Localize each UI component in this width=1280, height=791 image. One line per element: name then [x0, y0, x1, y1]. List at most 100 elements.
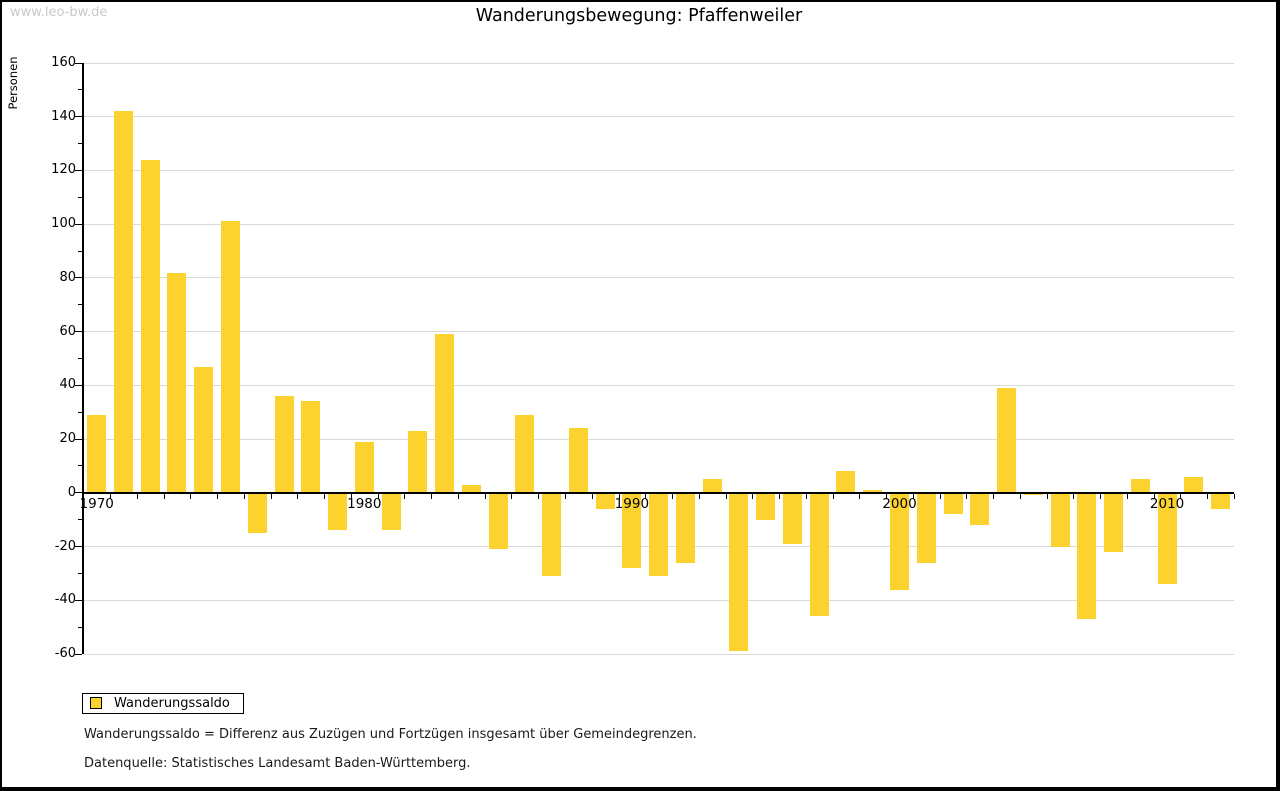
legend-swatch-icon: [90, 697, 102, 709]
y-axis-tick-label: 20: [59, 431, 76, 447]
x-axis-tick: [1234, 493, 1235, 499]
x-axis-tick: [190, 493, 192, 499]
bar-2004: [997, 388, 1017, 493]
x-axis-tick: [886, 493, 888, 499]
y-axis-tick-label: 100: [51, 216, 76, 232]
x-axis-tick: [136, 493, 138, 499]
plot-area: 160 140 120 100 80 60 40 20 0 -20 -40 -60 1970 1980 19…: [51, 55, 1235, 661]
x-axis-tick: [1207, 493, 1209, 499]
y-axis-tick-label: 80: [59, 269, 76, 285]
x-axis-tick: [110, 493, 112, 499]
y-axis-tick: [75, 62, 82, 64]
y-axis-tick: [78, 465, 82, 467]
bar-1980: [354, 441, 374, 493]
x-axis-tick: [805, 493, 807, 499]
bar-1981: [381, 492, 401, 531]
bar-2005: [1023, 492, 1043, 496]
bar-1977: [274, 396, 294, 493]
x-axis-tick: [1019, 493, 1021, 499]
gridline: [84, 169, 1234, 171]
bar-2002: [943, 492, 963, 515]
x-axis-tick: [324, 493, 326, 499]
bar-1990: [622, 492, 642, 569]
bar-1998: [836, 471, 856, 493]
bar-1987: [542, 492, 562, 577]
bar-1989: [595, 492, 615, 509]
gridline: [84, 116, 1234, 118]
x-axis-tick: [939, 493, 941, 499]
x-axis-tick: [859, 493, 861, 499]
x-axis-tick: [1073, 493, 1075, 499]
bar-2010: [1157, 492, 1177, 585]
gridline: [84, 653, 1234, 655]
x-axis-tick-label: 2000: [882, 495, 917, 512]
y-axis-tick: [75, 116, 82, 118]
x-axis-tick-label: 1980: [347, 495, 382, 512]
x-axis-tick: [565, 493, 566, 499]
x-axis-tick: [163, 493, 165, 499]
bar-1997: [809, 492, 829, 617]
x-axis-tick: [511, 493, 513, 499]
x-axis-tick: [1180, 493, 1182, 499]
y-axis-tick: [75, 331, 82, 333]
y-axis-tick: [78, 250, 82, 252]
y-axis-tick: [75, 277, 82, 279]
bar-1978: [301, 401, 321, 493]
y-axis-tick: [78, 304, 82, 306]
y-axis-tick-label: 40: [59, 377, 76, 393]
x-axis-tick: [217, 493, 219, 499]
chart-title: Wanderungsbewegung: Pfaffenweiler: [475, 6, 803, 26]
bar-1982: [408, 431, 428, 493]
x-axis-tick: [538, 493, 540, 499]
legend-label: Wanderungssaldo: [114, 696, 230, 711]
bar-1988: [568, 428, 588, 493]
x-axis-tick: [779, 493, 781, 499]
bar-1992: [675, 492, 695, 563]
x-axis-tick: [618, 493, 620, 499]
bar-2007: [1077, 492, 1097, 620]
y-axis-tick-label: -20: [54, 538, 76, 554]
gridline: [84, 438, 1234, 440]
y-axis-tick: [75, 653, 82, 655]
bar-1976: [247, 492, 267, 534]
y-axis-tick-label: 120: [51, 162, 76, 178]
y-axis-line: [82, 63, 84, 654]
bar-1975: [221, 221, 240, 493]
x-axis-tick-label: 2010: [1149, 495, 1185, 512]
gridline: [84, 331, 1234, 333]
y-axis-tick-label: -60: [54, 646, 76, 661]
x-axis-tick: [270, 493, 272, 499]
y-axis-tick: [78, 411, 82, 413]
bar-2000: [890, 492, 909, 590]
y-axis-tick: [75, 223, 82, 225]
watermark: www.leo-bw.de: [10, 5, 108, 20]
x-axis-tick: [1153, 493, 1155, 499]
x-axis-tick: [752, 493, 754, 499]
y-axis-tick-label: 60: [59, 323, 76, 339]
bar-1986: [515, 414, 535, 493]
legend: Wanderungssaldo: [82, 693, 244, 714]
x-axis-tick: [993, 493, 995, 499]
bar-1985: [488, 492, 508, 550]
bar-1974: [194, 366, 214, 493]
y-axis-tick: [78, 143, 82, 145]
x-axis-tick: [698, 493, 700, 499]
x-axis-tick-label: 1990: [614, 495, 650, 512]
x-axis-tick: [377, 493, 379, 499]
x-axis-tick: [431, 493, 433, 499]
bar-1984: [461, 484, 481, 493]
bar-1973: [167, 272, 187, 493]
x-axis-tick: [645, 493, 647, 499]
y-axis-tick: [75, 384, 82, 386]
y-axis-tick: [75, 492, 82, 494]
bar-2009: [1130, 479, 1150, 493]
y-axis-tick: [75, 599, 82, 601]
bar-2011: [1184, 476, 1204, 493]
bar-1994: [729, 492, 749, 652]
y-axis-tick-label: -40: [54, 592, 76, 608]
bar-1991: [649, 492, 669, 577]
x-axis-tick: [1126, 493, 1128, 499]
x-axis-line: [84, 491, 1234, 494]
x-axis-tick: [1046, 493, 1048, 499]
